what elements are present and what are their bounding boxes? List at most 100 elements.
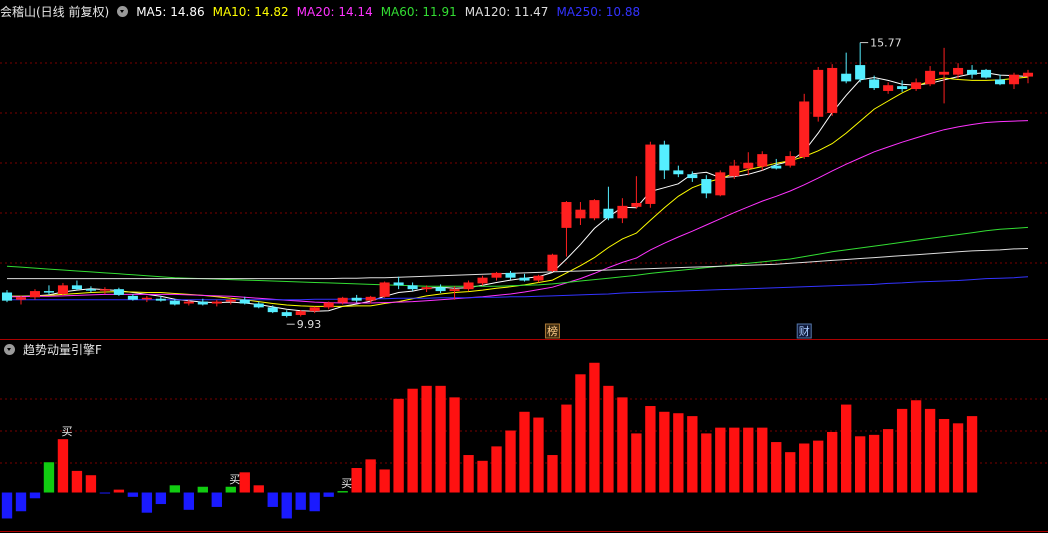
candle xyxy=(603,186,614,221)
candle xyxy=(911,78,922,91)
indicator-bar xyxy=(910,400,922,493)
chart-grid xyxy=(0,62,1048,532)
candle-body xyxy=(757,154,768,167)
candle xyxy=(435,284,446,293)
candle xyxy=(813,67,824,122)
candle xyxy=(729,159,740,180)
candle xyxy=(407,282,418,292)
dropdown-icon[interactable] xyxy=(117,6,129,17)
indicator-bar xyxy=(715,427,726,493)
candle xyxy=(897,80,908,92)
indicator-bar xyxy=(225,486,236,493)
candle xyxy=(197,298,208,306)
indicator-bar xyxy=(1,492,13,519)
candle xyxy=(631,176,642,209)
candle xyxy=(841,52,852,84)
indicator-bar xyxy=(435,385,446,493)
candle xyxy=(141,295,152,303)
indicator-bar xyxy=(337,491,348,493)
candle xyxy=(799,93,810,159)
candle-body xyxy=(477,277,488,284)
candle xyxy=(1008,72,1020,90)
indicator-bar xyxy=(183,492,194,510)
indicator-bar xyxy=(603,385,614,493)
candle xyxy=(85,286,96,293)
ma20-label: MA20: 14.14 xyxy=(296,5,373,19)
candle xyxy=(239,296,250,305)
candle-body xyxy=(841,73,852,82)
indicator-bar xyxy=(57,439,69,493)
candle xyxy=(379,281,390,298)
candle xyxy=(113,287,124,296)
indicator-bar xyxy=(854,436,866,493)
candle-body xyxy=(533,275,544,281)
indicator-bar xyxy=(85,475,97,493)
indicator-bar xyxy=(687,416,698,493)
candle xyxy=(43,285,54,295)
indicator-bar xyxy=(659,411,670,493)
candle-body xyxy=(57,285,68,294)
candle-body xyxy=(687,174,698,179)
candle xyxy=(491,271,502,281)
candle-body xyxy=(365,296,376,301)
candle-body xyxy=(1,292,13,301)
indicator-bar xyxy=(421,385,432,493)
candle xyxy=(925,66,936,87)
candle xyxy=(351,294,362,303)
candle-body xyxy=(99,289,110,291)
candle-body xyxy=(183,301,194,304)
indicator-bar xyxy=(239,472,250,493)
candle xyxy=(743,152,754,176)
candle-body xyxy=(155,298,166,301)
candle xyxy=(393,276,404,290)
indicator-bar xyxy=(477,460,488,493)
candle-body xyxy=(869,79,880,89)
candle xyxy=(99,287,110,294)
candle-body xyxy=(645,144,656,204)
ma120-label: MA120: 11.47 xyxy=(464,5,549,19)
indicator-bar xyxy=(924,408,936,493)
candle-body xyxy=(295,311,306,316)
indicator-bar xyxy=(785,452,796,493)
candle-body xyxy=(589,200,600,219)
indicator-bar xyxy=(827,431,838,493)
indicator-bar xyxy=(365,459,376,493)
candle-body xyxy=(267,307,278,313)
low-price-label: 9.93 xyxy=(297,318,322,331)
candle xyxy=(589,199,600,221)
candlestick-series xyxy=(1,42,1034,318)
candle-body xyxy=(827,67,838,113)
candle xyxy=(365,295,376,304)
candle-body xyxy=(547,254,558,271)
indicator-bar xyxy=(449,397,460,493)
indicator-bar xyxy=(868,434,880,493)
ma60-line xyxy=(6,226,1029,287)
candle-body xyxy=(519,277,530,281)
candle xyxy=(15,295,27,305)
candle-body xyxy=(561,202,572,228)
candle xyxy=(71,280,82,291)
indicator-bar xyxy=(938,418,950,493)
candle xyxy=(547,253,558,272)
indicator-bar xyxy=(393,398,404,493)
indicator-bar xyxy=(15,492,27,512)
candle-body xyxy=(743,162,754,169)
candle xyxy=(994,74,1006,86)
indicator-bar xyxy=(505,430,516,493)
candle-body xyxy=(71,285,82,290)
candle-body xyxy=(953,67,964,75)
indicator-bar xyxy=(729,427,740,493)
indicator-bar xyxy=(407,388,418,493)
candle-body xyxy=(883,85,894,91)
indicator-bar xyxy=(631,433,642,493)
event-marker-text: 榜 xyxy=(547,324,558,338)
candle-body xyxy=(253,303,264,308)
candle xyxy=(855,42,866,83)
ma5-label: MA5: 14.86 xyxy=(136,5,205,19)
dropdown-icon[interactable] xyxy=(4,344,15,355)
indicator-bar xyxy=(952,423,964,493)
indicator-bar xyxy=(29,492,41,499)
candle-body xyxy=(225,299,236,302)
candle xyxy=(785,151,796,168)
